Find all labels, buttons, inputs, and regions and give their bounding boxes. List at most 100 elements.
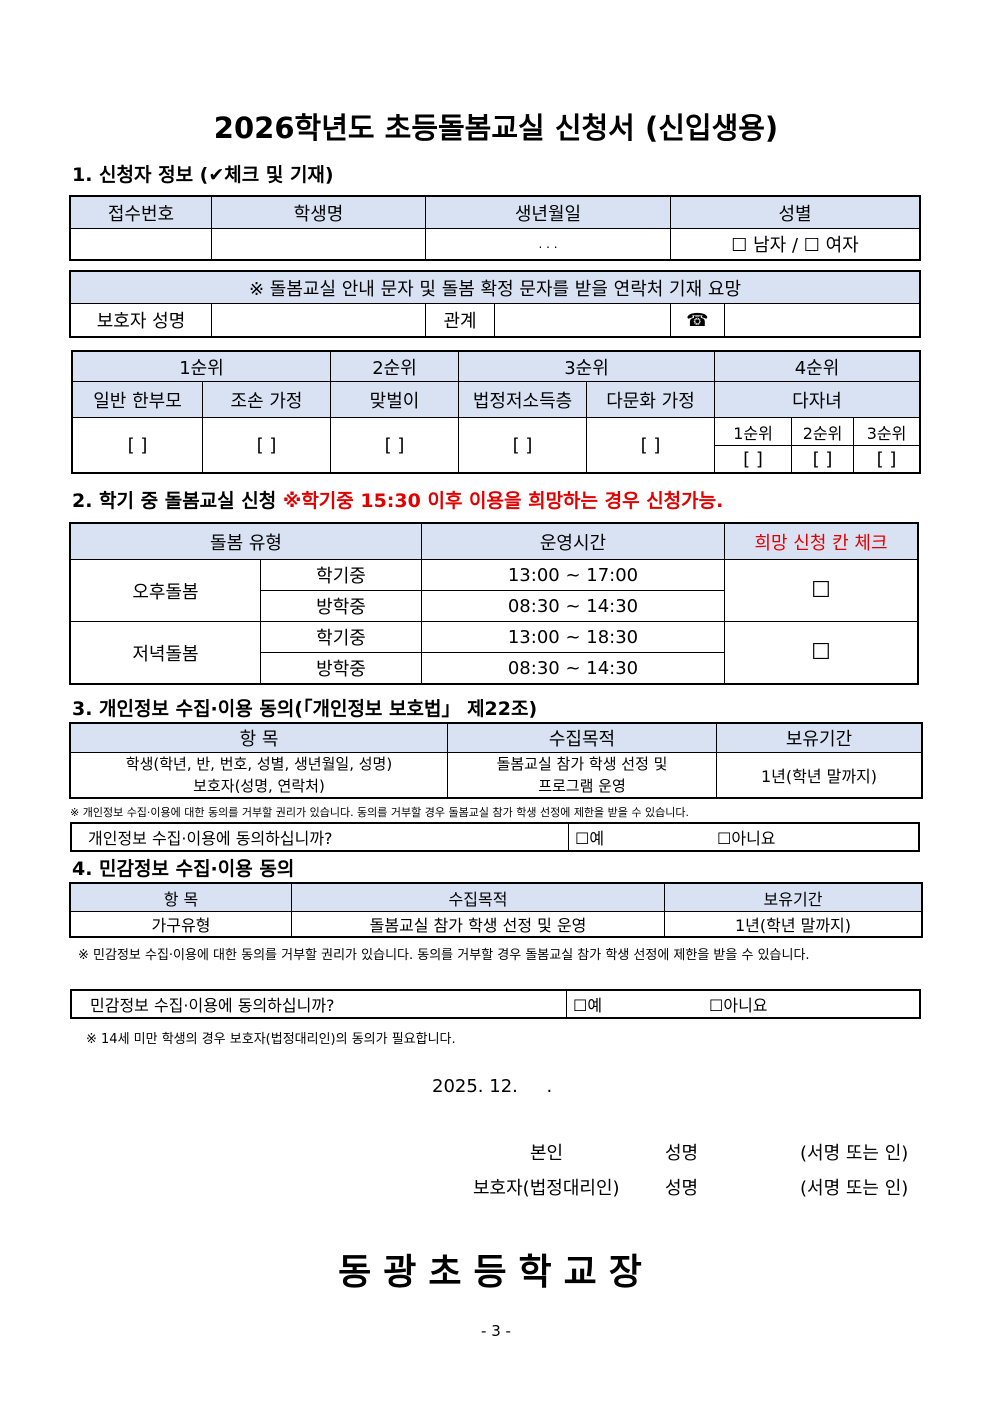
priority-1: 1순위	[71, 351, 332, 382]
care-table: 돌봄 유형 운영시간 희망 신청 칸 체크 오후돌봄 학기중 13:00 ~ 17:00…	[69, 522, 919, 685]
sub-priority-1: 1순위	[714, 417, 793, 446]
col-birthdate: 생년월일	[425, 196, 671, 229]
check-multi-3[interactable]: [ ]	[853, 445, 920, 473]
sign-role-self: 본인	[530, 1143, 564, 1164]
section-2-note: ※학기중 15:30 이후 이용을 희망하는 경우 신청가능.	[282, 490, 724, 512]
item-household: 가구유형	[70, 911, 292, 937]
check-low-income[interactable]: [ ]	[458, 417, 588, 473]
hours: 08:30 ~ 14:30	[421, 652, 725, 684]
section-1-heading: 1. 신청자 정보 (✔체크 및 기재)	[72, 164, 334, 186]
privacy-consent-box: 개인정보 수집·이용에 동의하십니까? ☐예 ☐아니요	[70, 822, 920, 852]
phone-field[interactable]	[724, 303, 920, 337]
birthdate-field[interactable]: . . .	[425, 228, 671, 260]
sign-name-label: 성명	[665, 1178, 699, 1199]
sensitive-no-checkbox[interactable]: ☐아니요	[709, 996, 768, 1015]
check-multicultural[interactable]: [ ]	[586, 417, 716, 473]
cat-grandparent: 조손 가정	[201, 381, 332, 418]
check-grandparent[interactable]: [ ]	[201, 417, 332, 473]
item-guardian: 보호자(성명, 연락처)	[193, 777, 325, 795]
cat-single-parent: 일반 한부모	[72, 381, 203, 418]
term: 학기중	[260, 621, 422, 653]
section-2-title: 2. 학기 중 돌봄교실 신청	[72, 490, 283, 512]
sensitive-yes-checkbox[interactable]: ☐예	[573, 996, 603, 1015]
term: 학기중	[260, 559, 422, 591]
col-student-name: 학생명	[211, 196, 426, 229]
contact-table: ※ 돌봄교실 안내 문자 및 돌봄 확정 문자를 받을 연락처 기재 요망 보호…	[69, 270, 921, 338]
cat-multicultural: 다문화 가정	[586, 381, 716, 418]
cat-low-income: 법정저소득층	[458, 381, 588, 418]
cat-multi-child: 다자녀	[714, 381, 920, 418]
privacy-yes-checkbox[interactable]: ☐예	[575, 829, 605, 848]
sign-name-label: 성명	[665, 1143, 699, 1164]
page-number: - 3 -	[481, 1322, 511, 1340]
priority-2: 2순위	[330, 351, 460, 382]
relation-label: 관계	[425, 303, 495, 337]
sensitive-info-table: 항 목 수집목적 보유기간 가구유형 돌봄교실 참가 학생 선정 및 운영 1년(학년 …	[69, 882, 923, 938]
priority-table: 1순위 2순위 3순위 4순위 일반 한부모 조손 가정 맞벌이 법정저소득층 다문화 가정 다…	[71, 350, 921, 474]
check-dual-income[interactable]: [ ]	[330, 417, 460, 473]
check-single-parent[interactable]: [ ]	[72, 417, 203, 473]
afternoon-checkbox[interactable]: ☐	[724, 559, 918, 622]
privacy-question: 개인정보 수집·이용에 동의하십니까?	[72, 824, 569, 850]
col-item: 항 목	[70, 723, 448, 753]
col-period: 보유기간	[664, 883, 922, 912]
purpose-line-2: 프로그램 운영	[538, 777, 626, 795]
hours: 13:00 ~ 18:30	[421, 621, 725, 653]
hours: 13:00 ~ 17:00	[421, 559, 725, 591]
sign-mark[interactable]: (서명 또는 인)	[800, 1178, 909, 1199]
date: 2025. 12. .	[432, 1076, 553, 1097]
sub-priority-2: 2순위	[791, 417, 855, 446]
hours: 08:30 ~ 14:30	[421, 590, 725, 622]
gender-checkboxes[interactable]: ☐ 남자 / ☐ 여자	[670, 228, 920, 260]
col-period: 보유기간	[716, 723, 922, 753]
phone-icon: ☎	[670, 303, 725, 337]
section-3-heading: 3. 개인정보 수집·이용 동의(「개인정보 보호법」 제22조)	[72, 698, 538, 720]
school-name: 동광초등학교장	[338, 1252, 654, 1293]
priority-4: 4순위	[714, 351, 920, 382]
term: 방학중	[260, 590, 422, 622]
age-note: ※ 14세 미만 학생의 경우 보호자(법정대리인)의 동의가 필요합니다.	[86, 1032, 456, 1047]
term: 방학중	[260, 652, 422, 684]
relation-field[interactable]	[494, 303, 671, 337]
col-purpose: 수집목적	[291, 883, 665, 912]
check-multi-1[interactable]: [ ]	[714, 445, 793, 473]
evening-checkbox[interactable]: ☐	[724, 621, 918, 684]
col-check: 희망 신청 칸 체크	[724, 523, 918, 560]
student-name-field[interactable]	[211, 228, 426, 260]
contact-note: ※ 돌봄교실 안내 문자 및 돌봄 확정 문자를 받을 연락처 기재 요망	[70, 271, 920, 304]
afternoon-care: 오후돌봄	[70, 559, 261, 622]
guardian-name-field[interactable]	[211, 303, 426, 337]
col-care-type: 돌봄 유형	[70, 523, 422, 560]
period: 1년(학년 말까지)	[664, 911, 922, 937]
guardian-name-label: 보호자 성명	[70, 303, 212, 337]
sub-priority-3: 3순위	[853, 417, 920, 446]
page-title: 2026학년도 초등돌봄교실 신청서 (신입생용)	[213, 111, 779, 145]
check-multi-2[interactable]: [ ]	[791, 445, 855, 473]
sign-mark[interactable]: (서명 또는 인)	[800, 1143, 909, 1164]
period-cell: 1년(학년 말까지)	[716, 752, 922, 798]
col-item: 항 목	[70, 883, 292, 912]
privacy-no-checkbox[interactable]: ☐아니요	[717, 829, 776, 848]
receipt-no-field[interactable]	[70, 228, 212, 260]
purpose: 돌봄교실 참가 학생 선정 및 운영	[291, 911, 665, 937]
item-student: 학생(학년, 반, 번호, 성별, 생년월일, 성명)	[125, 755, 393, 773]
purpose-line-1: 돌봄교실 참가 학생 선정 및	[496, 755, 668, 773]
col-receipt-no: 접수번호	[70, 196, 212, 229]
sensitive-consent-box: 민감정보 수집·이용에 동의하십니까? ☐예 ☐아니요	[70, 989, 921, 1019]
col-hours: 운영시간	[421, 523, 725, 560]
cat-dual-income: 맞벌이	[330, 381, 460, 418]
sensitive-note: ※ 민감정보 수집·이용에 대한 동의를 거부할 권리가 있습니다. 동의를 거…	[78, 948, 810, 963]
personal-info-table: 항 목 수집목적 보유기간 학생(학년, 반, 번호, 성별, 생년월일, 성명) 보…	[69, 722, 923, 799]
items-cell: 학생(학년, 반, 번호, 성별, 생년월일, 성명) 보호자(성명, 연락처)	[70, 752, 448, 798]
col-gender: 성별	[670, 196, 920, 229]
evening-care: 저녁돌봄	[70, 621, 261, 684]
section-4-heading: 4. 민감정보 수집·이용 동의	[72, 858, 295, 880]
sign-role-guardian: 보호자(법정대리인)	[473, 1178, 620, 1199]
priority-3: 3순위	[458, 351, 716, 382]
applicant-table: 접수번호 학생명 생년월일 성별 . . . ☐ 남자 / ☐ 여자	[69, 195, 921, 261]
col-purpose: 수집목적	[447, 723, 717, 753]
section-2-heading: 2. 학기 중 돌봄교실 신청 ※학기중 15:30 이후 이용을 희망하는 경…	[72, 486, 723, 513]
privacy-note: ※ 개인정보 수집·이용에 대한 동의를 거부할 권리가 있습니다. 동의를 거…	[70, 806, 690, 819]
sensitive-question: 민감정보 수집·이용에 동의하십니까?	[72, 991, 567, 1017]
